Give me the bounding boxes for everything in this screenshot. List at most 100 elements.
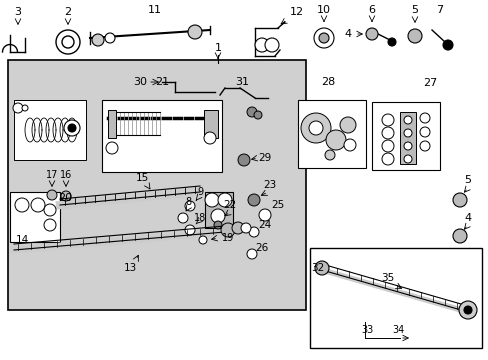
Text: 1: 1: [214, 43, 221, 53]
Circle shape: [318, 33, 328, 43]
Circle shape: [218, 193, 231, 207]
Circle shape: [343, 139, 355, 151]
Circle shape: [308, 121, 323, 135]
Text: 5: 5: [411, 5, 418, 15]
Circle shape: [203, 132, 216, 144]
Text: 20: 20: [58, 193, 72, 203]
Circle shape: [365, 28, 377, 40]
Circle shape: [44, 219, 56, 231]
Circle shape: [246, 107, 257, 117]
Circle shape: [403, 129, 411, 137]
Circle shape: [325, 130, 346, 150]
Circle shape: [247, 194, 260, 206]
Text: 23: 23: [263, 180, 276, 190]
Circle shape: [314, 261, 328, 275]
Circle shape: [463, 306, 471, 314]
Circle shape: [44, 204, 56, 216]
Text: 8: 8: [184, 197, 191, 207]
Text: 18: 18: [193, 213, 206, 223]
Text: 14: 14: [15, 235, 29, 245]
Circle shape: [61, 191, 71, 201]
Circle shape: [381, 140, 393, 152]
Circle shape: [178, 213, 187, 223]
Text: 27: 27: [422, 78, 436, 88]
Circle shape: [403, 155, 411, 163]
Text: 7: 7: [436, 5, 443, 15]
Circle shape: [387, 38, 395, 46]
Circle shape: [105, 33, 115, 43]
Circle shape: [442, 40, 452, 50]
Text: 13: 13: [123, 263, 136, 273]
Circle shape: [313, 28, 333, 48]
Circle shape: [458, 301, 476, 319]
Text: 21: 21: [155, 77, 169, 87]
Text: 6: 6: [368, 5, 375, 15]
Circle shape: [15, 198, 29, 212]
Circle shape: [238, 154, 249, 166]
Circle shape: [221, 223, 235, 237]
Text: 31: 31: [235, 77, 248, 87]
Bar: [204, 192, 232, 228]
Text: 2: 2: [64, 7, 71, 17]
Circle shape: [204, 193, 219, 207]
Text: 5: 5: [464, 175, 470, 185]
Circle shape: [381, 153, 393, 165]
Text: 25: 25: [271, 200, 284, 210]
Circle shape: [403, 116, 411, 124]
Circle shape: [253, 111, 262, 119]
Circle shape: [246, 249, 257, 259]
Circle shape: [13, 103, 23, 113]
Text: 17: 17: [46, 170, 58, 180]
Text: 4: 4: [344, 29, 351, 39]
Text: 24: 24: [258, 220, 271, 230]
Circle shape: [187, 25, 202, 39]
Text: 29: 29: [258, 153, 271, 163]
Bar: [297, 100, 365, 168]
Circle shape: [210, 209, 224, 223]
Circle shape: [184, 225, 195, 235]
Circle shape: [325, 150, 334, 160]
Text: 35: 35: [381, 273, 394, 283]
Bar: [10, 192, 60, 242]
Circle shape: [381, 127, 393, 139]
Circle shape: [22, 105, 28, 111]
Circle shape: [452, 193, 466, 207]
Text: 12: 12: [289, 7, 304, 17]
Circle shape: [199, 236, 206, 244]
Bar: [203, 110, 218, 138]
Circle shape: [68, 124, 76, 132]
Text: 22: 22: [223, 200, 236, 210]
Bar: [309, 248, 481, 348]
Bar: [102, 100, 222, 172]
Text: 9: 9: [197, 187, 203, 197]
Text: 19: 19: [222, 233, 234, 243]
Text: 4: 4: [464, 213, 470, 223]
Text: 30: 30: [133, 77, 147, 87]
Text: 10: 10: [316, 5, 330, 15]
Circle shape: [47, 190, 57, 200]
Text: 11: 11: [148, 5, 162, 15]
Circle shape: [231, 222, 244, 234]
Circle shape: [31, 198, 45, 212]
Bar: [14, 100, 86, 160]
Circle shape: [264, 38, 279, 52]
Circle shape: [106, 142, 118, 154]
Text: 32: 32: [311, 263, 324, 273]
Circle shape: [407, 29, 421, 43]
Circle shape: [214, 221, 222, 229]
Circle shape: [381, 114, 393, 126]
Text: 26: 26: [255, 243, 268, 253]
Text: 34: 34: [391, 325, 403, 335]
Circle shape: [62, 36, 74, 48]
Bar: [8, 60, 305, 310]
Text: 3: 3: [15, 7, 21, 17]
Text: 28: 28: [320, 77, 334, 87]
Circle shape: [403, 142, 411, 150]
Circle shape: [241, 223, 250, 233]
Circle shape: [339, 117, 355, 133]
Circle shape: [419, 113, 429, 123]
Text: 33: 33: [360, 325, 372, 335]
Bar: [371, 102, 439, 170]
Circle shape: [254, 38, 268, 52]
Bar: [399, 112, 415, 164]
